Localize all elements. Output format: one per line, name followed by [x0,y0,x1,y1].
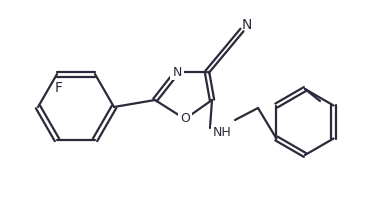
Text: F: F [55,81,63,95]
Text: O: O [180,112,190,126]
Text: N: N [242,18,252,32]
Text: NH: NH [212,127,231,140]
Text: N: N [172,66,182,78]
